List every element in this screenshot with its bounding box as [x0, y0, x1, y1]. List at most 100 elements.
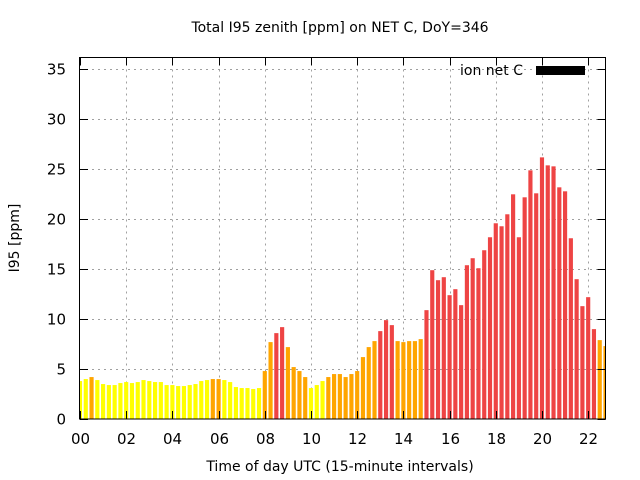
bar — [464, 265, 469, 419]
x-tick-label: 22 — [579, 430, 598, 448]
x-tick-label: 16 — [441, 430, 460, 448]
bar — [441, 277, 446, 419]
bar — [562, 191, 568, 419]
bar — [80, 381, 83, 419]
bar — [597, 340, 602, 419]
legend-label: ion net C — [460, 63, 523, 79]
bar — [181, 386, 187, 419]
bar — [528, 170, 533, 419]
bar — [210, 379, 215, 419]
bar — [297, 371, 302, 419]
bar — [326, 377, 331, 419]
bar — [112, 385, 117, 419]
bar — [152, 382, 158, 419]
bar — [83, 379, 88, 419]
bar — [603, 346, 606, 419]
bar — [568, 238, 573, 419]
x-tick-label: 00 — [71, 430, 90, 448]
bar — [303, 377, 308, 419]
bar — [141, 380, 146, 419]
bar — [245, 388, 250, 419]
bar — [314, 385, 319, 419]
bar — [522, 197, 527, 419]
bar — [222, 380, 227, 419]
bar — [233, 387, 238, 419]
bar — [487, 237, 493, 419]
y-axis-label: I95 [ppm] — [7, 204, 23, 273]
bar — [239, 388, 244, 419]
bar — [505, 214, 510, 419]
bar — [268, 342, 273, 419]
bar — [216, 379, 221, 419]
bar — [101, 384, 106, 419]
bar — [343, 377, 348, 419]
bar — [187, 385, 192, 419]
bar — [372, 341, 377, 419]
bar — [251, 389, 256, 419]
x-tick-label: 10 — [302, 430, 321, 448]
x-tick-label: 20 — [533, 430, 552, 448]
bar — [476, 268, 481, 419]
bar — [118, 383, 123, 419]
bar — [453, 289, 458, 419]
bar — [106, 385, 111, 419]
x-tick-label: 18 — [487, 430, 506, 448]
bar — [493, 223, 498, 419]
bar — [308, 388, 314, 419]
bar — [389, 325, 394, 419]
bar — [285, 347, 290, 419]
y-tick-label: 25 — [47, 161, 66, 179]
bar — [176, 386, 181, 419]
bar — [204, 380, 210, 419]
bar — [164, 385, 169, 419]
bar — [539, 157, 545, 419]
bar — [424, 310, 429, 419]
bar — [135, 382, 140, 419]
bar — [274, 333, 279, 419]
bar — [360, 357, 366, 419]
bar — [355, 371, 360, 419]
bar — [378, 331, 383, 419]
bar — [470, 258, 475, 419]
bar — [557, 187, 562, 419]
y-tick-label: 30 — [47, 111, 66, 129]
bar — [418, 339, 423, 419]
bar — [430, 270, 435, 419]
bar — [280, 327, 285, 419]
x-tick-label: 02 — [117, 430, 136, 448]
bar — [435, 280, 441, 419]
bar — [199, 381, 204, 419]
bar — [291, 367, 296, 419]
legend: ion net C — [460, 63, 585, 79]
bar — [516, 237, 521, 419]
bar — [193, 384, 198, 419]
bar — [591, 329, 597, 419]
bar — [401, 342, 406, 419]
bar — [383, 320, 389, 419]
bar — [580, 306, 585, 419]
bar — [349, 374, 354, 419]
x-axis-label: Time of day UTC (15-minute intervals) — [205, 459, 473, 475]
x-tick-label: 06 — [210, 430, 229, 448]
y-tick-label: 15 — [47, 261, 66, 279]
bar — [256, 388, 262, 419]
bars — [80, 157, 606, 419]
bar — [170, 385, 175, 419]
bar — [320, 381, 325, 419]
bar — [158, 382, 163, 419]
bar — [147, 381, 152, 419]
bar — [366, 347, 371, 419]
bar — [511, 194, 516, 419]
bar — [395, 341, 400, 419]
bar — [545, 165, 550, 419]
y-tick-label: 10 — [47, 311, 66, 329]
bar — [337, 374, 342, 419]
bar — [482, 250, 487, 419]
bar — [534, 193, 539, 419]
x-tick-label: 08 — [256, 430, 275, 448]
bar — [129, 383, 135, 419]
bar — [124, 382, 129, 419]
y-tick-label: 35 — [47, 61, 66, 79]
y-tick-label: 5 — [56, 361, 66, 379]
